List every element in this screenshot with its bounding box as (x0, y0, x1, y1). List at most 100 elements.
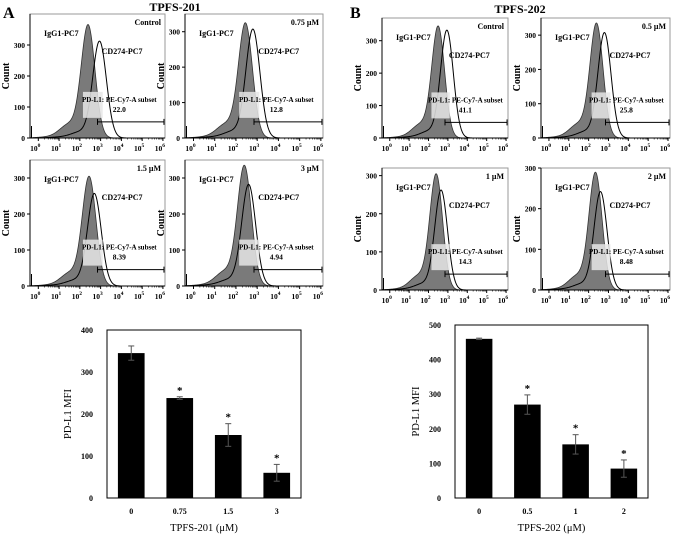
x-tick-exponent: 4 (278, 291, 281, 297)
gate-label-box (239, 91, 260, 118)
x-tick-base: 10 (185, 292, 193, 301)
gate-label-box (431, 92, 450, 119)
x-tick-label: 105 (292, 143, 303, 153)
x-axis-label: TPFS-202 (μM) (518, 523, 586, 534)
gate-label-box (82, 91, 103, 118)
x-tick-label: 106 (313, 143, 324, 153)
x-tick-exponent: 3 (608, 143, 611, 149)
y-tick-label: 0 (176, 282, 180, 291)
y-axis-label: Count (512, 64, 523, 91)
x-tick-exponent: 2 (79, 143, 82, 149)
panel-b-letter: B (350, 5, 361, 22)
x-tick-base: 10 (270, 144, 278, 153)
x-tick-label: 104 (620, 143, 631, 153)
x-tick-label: 104 (270, 291, 281, 301)
y-tick-label: 300 (14, 174, 26, 183)
x-tick-label: 100 (185, 291, 196, 301)
x-tick-base: 10 (92, 292, 100, 301)
y-tick-label: 100 (525, 245, 537, 254)
x-tick-base: 10 (292, 292, 300, 301)
x-tick-label: 102 (72, 291, 83, 301)
stain-label: CD274-PC7 (449, 51, 490, 60)
gate-label-box (431, 244, 450, 271)
bar (465, 338, 493, 498)
x-tick-base: 10 (401, 296, 409, 305)
plot-frame (454, 324, 649, 499)
x-tick-exponent: 6 (667, 295, 670, 301)
y-tick-label: 300 (429, 390, 441, 399)
x-tick-exponent: 4 (628, 295, 631, 301)
gate-label: PD-L1: PE-Cy7-A subset (239, 244, 314, 252)
x-tick-exponent: 0 (193, 143, 196, 149)
y-tick-label: 300 (525, 31, 537, 40)
panel-a-title: TPFS-201 (149, 0, 200, 14)
x-tick-label: 2 (622, 507, 626, 516)
x-tick-base: 10 (72, 292, 80, 301)
x-tick-label: 100 (30, 291, 41, 301)
x-tick-label: 104 (113, 143, 124, 153)
x-tick-base: 10 (382, 144, 390, 153)
x-tick-label: 104 (270, 143, 281, 153)
x-tick-exponent: 6 (162, 143, 165, 149)
x-tick-exponent: 2 (428, 143, 431, 149)
x-tick-base: 10 (72, 144, 80, 153)
isotype-label: IgG1-PC7 (396, 33, 431, 42)
y-axis-label: Count (353, 64, 364, 91)
y-tick-label: 500 (429, 321, 441, 330)
condition-label: 0.5 μM (642, 22, 667, 31)
x-tick-exponent: 4 (467, 295, 470, 301)
y-tick-label: 400 (429, 356, 441, 365)
x-tick-label: 101 (561, 295, 572, 305)
x-tick-exponent: 5 (142, 291, 145, 297)
x-tick-base: 10 (660, 144, 668, 153)
x-tick-base: 10 (541, 144, 549, 153)
x-tick-label: 0 (477, 507, 481, 516)
stain-label: CD274-PC7 (609, 201, 650, 210)
y-tick-label: 200 (14, 210, 26, 219)
isotype-label: IgG1-PC7 (44, 175, 79, 184)
gate-percent: 4.94 (270, 253, 283, 262)
x-tick-label: 103 (440, 143, 451, 153)
y-tick-label: 300 (81, 368, 93, 377)
condition-label: 2 μM (648, 172, 667, 181)
bar-chart: 0 100 200 300 400 0 * 0.75 * 1.5 * 3 TPFS-201 (μM) PD… (63, 326, 302, 534)
x-tick-label: 105 (134, 143, 145, 153)
x-tick-label: 105 (479, 143, 490, 153)
x-tick-exponent: 3 (447, 295, 450, 301)
x-tick-exponent: 6 (162, 291, 165, 297)
x-tick-exponent: 3 (608, 295, 611, 301)
y-tick-label: 200 (525, 65, 537, 74)
y-axis-label: Count (353, 215, 364, 242)
x-tick-label: 106 (660, 143, 671, 153)
x-tick-base: 10 (155, 144, 163, 153)
x-tick-base: 10 (420, 296, 428, 305)
x-tick-base: 10 (581, 144, 589, 153)
x-tick-base: 10 (292, 144, 300, 153)
y-tick-label: 0 (532, 286, 536, 295)
x-tick-exponent: 4 (628, 143, 631, 149)
gate-label: PD-L1: PE-Cy7-A subset (82, 244, 157, 252)
x-tick-label: 105 (479, 295, 490, 305)
y-tick-label: 300 (14, 41, 26, 50)
x-tick-base: 10 (640, 144, 648, 153)
x-tick-label: 106 (155, 143, 166, 153)
isotype-label: IgG1-PC7 (555, 33, 590, 42)
x-tick-base: 10 (620, 144, 628, 153)
significance-marker: * (573, 423, 579, 435)
x-tick-base: 10 (561, 296, 569, 305)
x-tick-base: 10 (51, 144, 59, 153)
x-tick-label: 103 (249, 291, 260, 301)
x-tick-base: 10 (440, 296, 448, 305)
x-tick-label: 106 (660, 295, 671, 305)
x-tick-label: 102 (420, 143, 431, 153)
x-tick-base: 10 (113, 144, 121, 153)
x-tick-base: 10 (113, 292, 121, 301)
bar (166, 398, 194, 498)
x-tick-exponent: 1 (214, 291, 217, 297)
y-tick-label: 200 (169, 210, 181, 219)
